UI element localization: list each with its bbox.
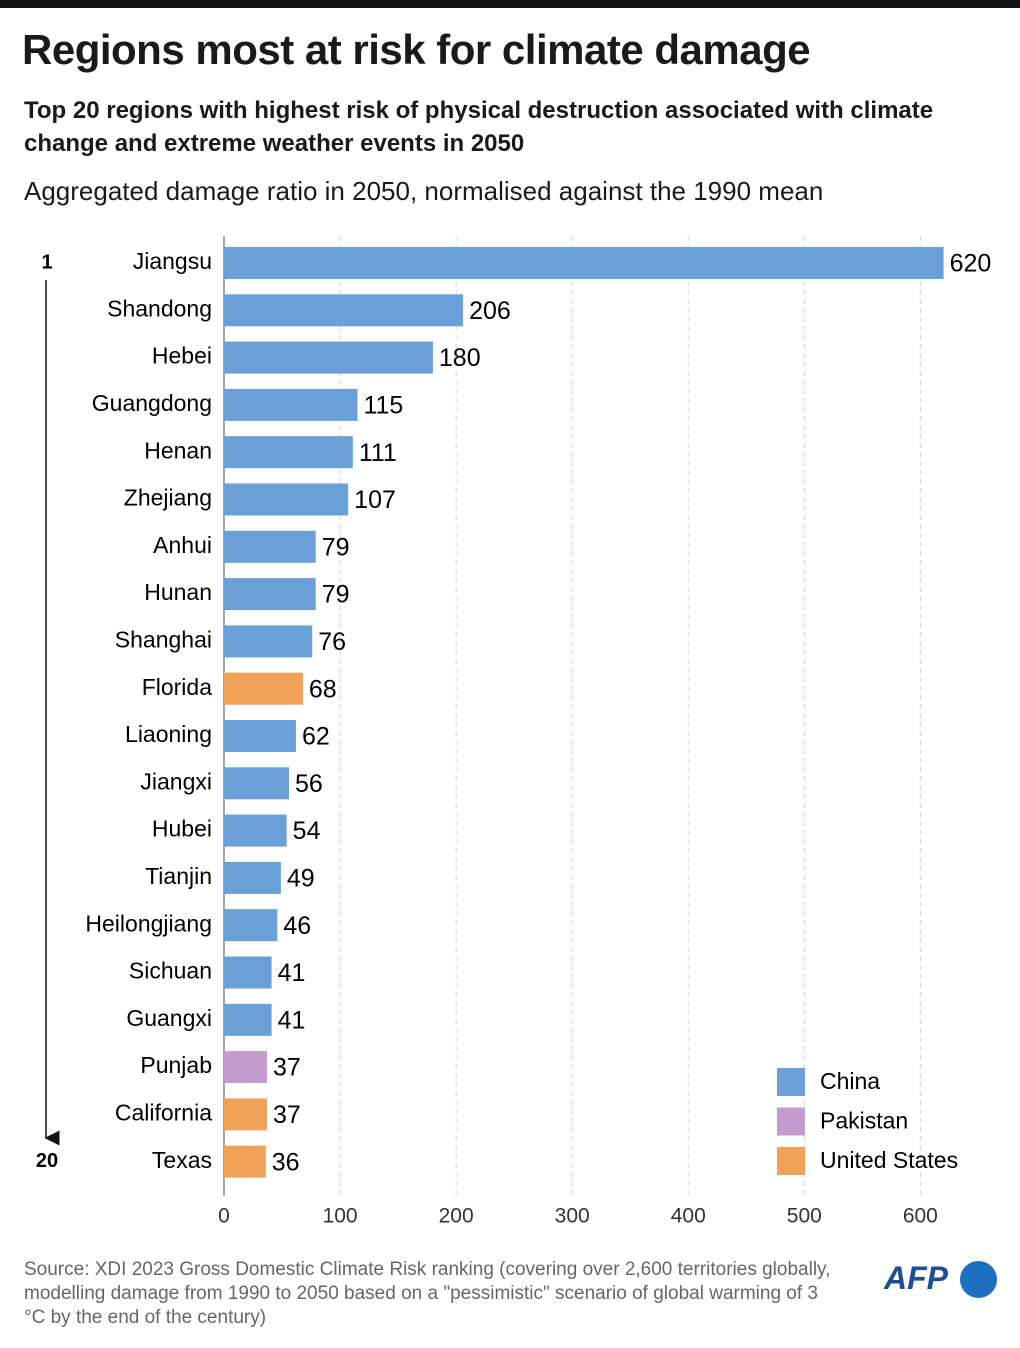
y-tick-label: Jiangsu (133, 248, 212, 274)
y-tick-label: Guangdong (92, 390, 212, 416)
y-tick-label: Sichuan (129, 958, 212, 984)
legend-swatch (777, 1107, 805, 1136)
y-tick-label: Hunan (144, 579, 212, 605)
bar (224, 1051, 267, 1084)
y-tick-label: Florida (142, 674, 213, 700)
chart-subtitle: Top 20 regions with highest risk of phys… (24, 97, 934, 157)
chart-title: Regions most at risk for climate damage (22, 26, 811, 73)
legend-swatch (777, 1068, 805, 1096)
bar (224, 814, 287, 847)
legend-label: United States (820, 1147, 958, 1173)
bar (224, 956, 272, 989)
logo-dot (960, 1261, 997, 1298)
top-bar (0, 0, 1020, 8)
legend-swatch (777, 1147, 805, 1175)
value-label: 68 (309, 675, 337, 703)
y-tick-label: Jiangxi (140, 768, 212, 794)
x-tick-label: 100 (323, 1205, 358, 1228)
value-label: 46 (283, 912, 311, 940)
source-note: Source: XDI 2023 Gross Domestic Climate … (24, 1259, 831, 1328)
value-label: 56 (295, 770, 323, 798)
value-label: 79 (322, 533, 350, 561)
bar (224, 1098, 267, 1131)
x-tick-label: 0 (218, 1205, 230, 1228)
y-tick-label: Zhejiang (124, 485, 212, 511)
bar (224, 672, 303, 705)
bar (224, 625, 313, 658)
value-label: 62 (302, 723, 330, 751)
bar (224, 909, 278, 942)
bar (224, 1003, 272, 1036)
value-label: 79 (322, 581, 350, 609)
value-label: 41 (278, 959, 306, 987)
value-label: 41 (278, 1006, 306, 1034)
value-label: 206 (469, 297, 511, 325)
y-tick-label: Hubei (152, 816, 212, 842)
y-tick-label: Guangxi (126, 1005, 212, 1031)
x-tick-label: 600 (903, 1205, 938, 1228)
bar (224, 1145, 266, 1178)
y-tick-label: Liaoning (125, 721, 212, 747)
bar (224, 578, 316, 611)
bar (224, 861, 281, 894)
value-label: 49 (287, 865, 315, 893)
value-label: 36 (272, 1148, 300, 1176)
y-tick-label: Punjab (140, 1052, 212, 1078)
value-label: 620 (950, 250, 992, 278)
x-tick-label: 200 (439, 1205, 474, 1228)
y-tick-label: Hebei (152, 343, 212, 369)
bar (224, 247, 944, 279)
bar (224, 388, 358, 421)
y-tick-label: Tianjin (145, 863, 212, 889)
bar (224, 294, 464, 327)
y-tick-label: California (115, 1099, 212, 1125)
y-tick-label: Texas (152, 1147, 212, 1173)
value-label: 115 (363, 392, 403, 420)
bar (224, 436, 353, 469)
value-label: 107 (354, 486, 396, 514)
x-tick-label: 300 (555, 1205, 590, 1228)
x-tick-label: 400 (671, 1205, 706, 1228)
bar (224, 341, 433, 374)
y-tick-label: Anhui (153, 532, 212, 558)
legend-label: Pakistan (820, 1108, 908, 1134)
bar (224, 720, 296, 752)
value-label: 37 (273, 1054, 301, 1082)
value-label: 111 (359, 439, 397, 467)
logo: AFP (884, 1260, 948, 1296)
rank-label: 20 (36, 1150, 58, 1172)
axis-label: Aggregated damage ratio in 2050, normali… (24, 176, 824, 206)
y-tick-label: Shandong (107, 295, 212, 321)
bar (224, 530, 316, 563)
bar (224, 767, 289, 800)
value-label: 37 (273, 1101, 301, 1129)
y-tick-label: Henan (144, 437, 212, 463)
value-label: 180 (439, 344, 481, 372)
rank-label: 1 (41, 251, 52, 273)
y-tick-label: Heilongjiang (85, 910, 212, 936)
y-tick-label: Shanghai (115, 626, 212, 652)
x-tick-label: 500 (787, 1205, 822, 1228)
value-label: 76 (318, 628, 346, 656)
legend-label: China (820, 1068, 880, 1094)
value-label: 54 (293, 817, 321, 845)
bar (224, 483, 349, 516)
